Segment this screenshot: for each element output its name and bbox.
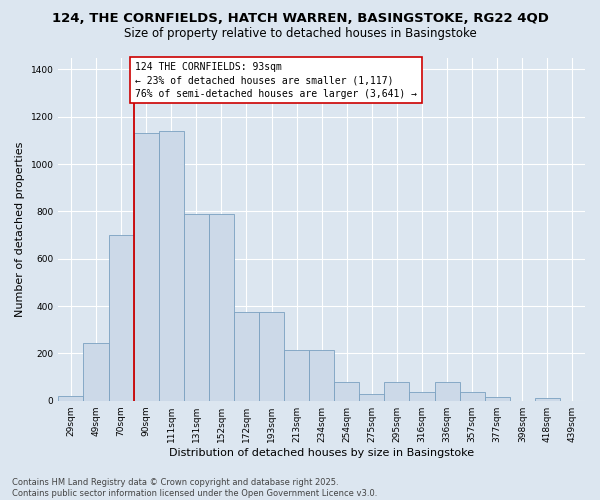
Bar bbox=[83, 342, 109, 400]
Bar bbox=[409, 392, 434, 400]
Bar bbox=[434, 382, 460, 400]
Bar bbox=[134, 133, 159, 400]
Bar bbox=[460, 392, 485, 400]
Bar bbox=[234, 312, 259, 400]
Bar bbox=[309, 350, 334, 401]
Text: 124 THE CORNFIELDS: 93sqm
← 23% of detached houses are smaller (1,117)
76% of se: 124 THE CORNFIELDS: 93sqm ← 23% of detac… bbox=[135, 62, 417, 98]
Bar bbox=[159, 131, 184, 400]
Text: 124, THE CORNFIELDS, HATCH WARREN, BASINGSTOKE, RG22 4QD: 124, THE CORNFIELDS, HATCH WARREN, BASIN… bbox=[52, 12, 548, 26]
Bar bbox=[334, 382, 359, 400]
Text: Contains HM Land Registry data © Crown copyright and database right 2025.
Contai: Contains HM Land Registry data © Crown c… bbox=[12, 478, 377, 498]
Bar bbox=[209, 214, 234, 400]
Bar bbox=[184, 214, 209, 400]
Bar bbox=[535, 398, 560, 400]
Text: Size of property relative to detached houses in Basingstoke: Size of property relative to detached ho… bbox=[124, 28, 476, 40]
Bar bbox=[284, 350, 309, 401]
Bar bbox=[58, 396, 83, 400]
Bar bbox=[109, 235, 134, 400]
Bar bbox=[385, 382, 409, 400]
Bar bbox=[259, 312, 284, 400]
X-axis label: Distribution of detached houses by size in Basingstoke: Distribution of detached houses by size … bbox=[169, 448, 474, 458]
Bar bbox=[485, 397, 510, 400]
Bar bbox=[359, 394, 385, 400]
Y-axis label: Number of detached properties: Number of detached properties bbox=[15, 142, 25, 317]
